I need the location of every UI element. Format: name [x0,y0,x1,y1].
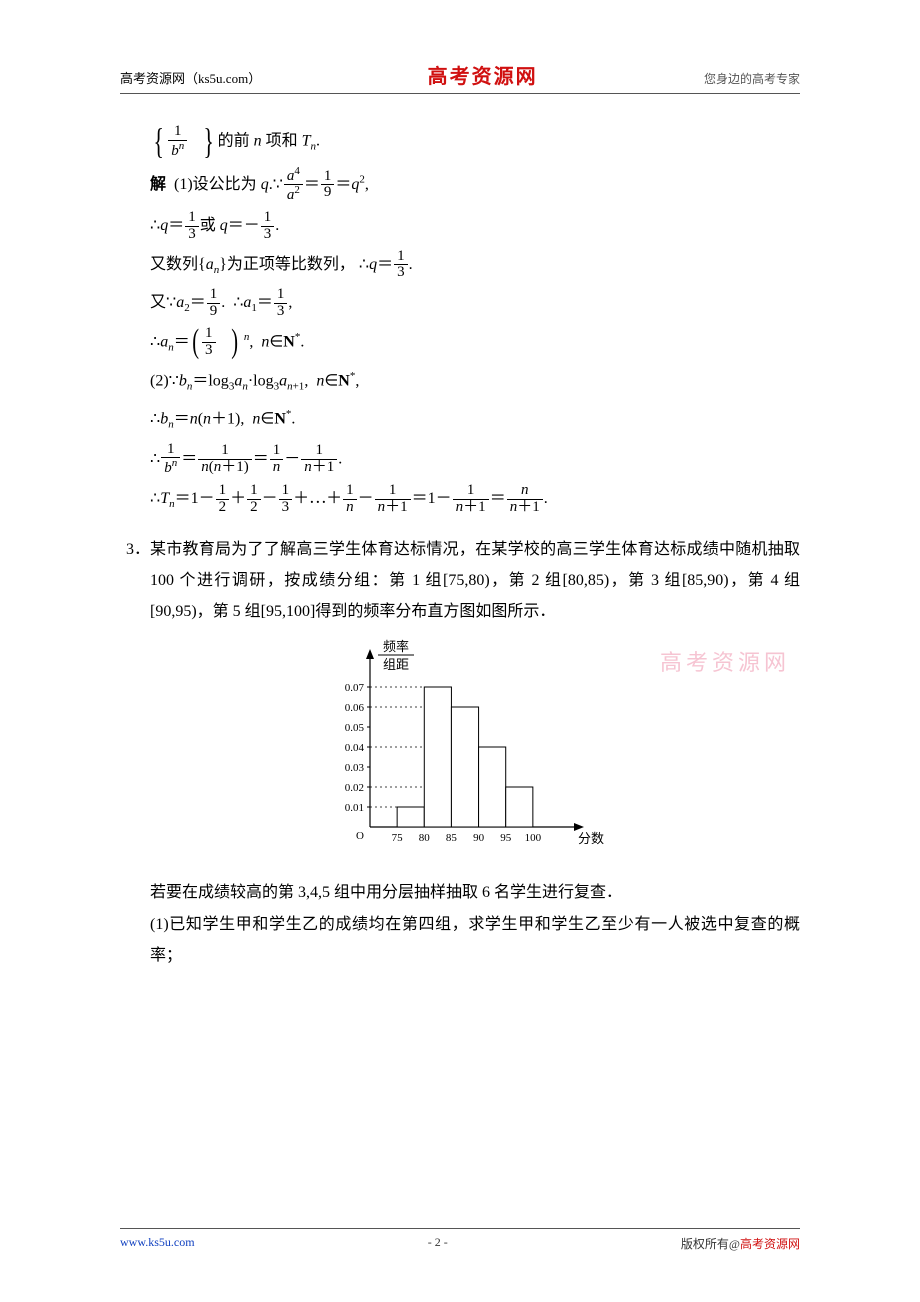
svg-text:90: 90 [473,832,485,844]
math-line-10: ∴Tn＝1－12＋12－13＋⋯＋1n－1n＋1＝1－1n＋1＝nn＋1. [150,483,800,516]
problem-text-2: 若要在成绩较高的第 3,4,5 组中用分层抽样抽取 6 名学生进行复查． [150,877,800,908]
svg-text:组距: 组距 [383,657,409,672]
content-body: {1bn }的前 n 项和 Tn. 解 (1)设公比为 q.∵a4a2＝19＝q… [120,124,800,971]
problem-text-1: 某市教育局为了了解高三学生体育达标情况，在某学校的高三学生体育达标成绩中随机抽取… [150,541,800,620]
problem-text-3: (1)已知学生甲和学生乙的成绩均在第四组，求学生甲和学生乙至少有一人被选中复查的… [150,909,800,971]
problem-3: 3． 某市教育局为了了解高三学生体育达标情况，在某学校的高三学生体育达标成绩中随… [120,534,800,971]
math-line-9: ∴1bn＝1n(n＋1)＝1n－1n＋1. [150,442,800,478]
svg-text:O: O [356,830,364,842]
watermark-text: 高考资源网 [660,641,790,685]
problem-number: 3． [126,534,150,565]
page-header: 高考资源网（ks5u.com） 高考资源网 您身边的高考专家 [120,60,800,94]
svg-text:0.01: 0.01 [345,802,364,814]
svg-text:100: 100 [525,832,542,844]
header-center: 高考资源网 [428,60,538,89]
math-line-8: ∴bn＝n(n＋1), n∈N*. [150,403,800,436]
svg-text:0.07: 0.07 [345,682,365,694]
math-line-4: 又数列{an}为正项等比数列， ∴q＝13. [150,249,800,282]
header-left: 高考资源网（ks5u.com） [120,68,261,87]
svg-text:95: 95 [500,832,512,844]
svg-text:85: 85 [446,832,458,844]
svg-text:80: 80 [419,832,431,844]
svg-text:0.03: 0.03 [345,762,365,774]
footer-page-number: - 2 - [428,1235,448,1252]
math-line-7: (2)∵bn＝log3an·log3an+1, n∈N*, [150,365,800,398]
math-line-1: {1bn }的前 n 项和 Tn. [150,124,800,160]
svg-text:0.05: 0.05 [345,722,365,734]
header-right: 您身边的高考专家 [704,70,800,87]
svg-text:0.06: 0.06 [345,702,365,714]
svg-text:分数: 分数 [578,831,604,846]
math-line-2: 解 (1)设公比为 q.∵a4a2＝19＝q2, [150,166,800,205]
svg-text:0.02: 0.02 [345,782,364,794]
footer-left: www.ks5u.com [120,1235,195,1252]
svg-text:75: 75 [392,832,404,844]
math-line-6: ∴an＝(13 ) n, n∈N*. [150,326,800,359]
svg-text:频率: 频率 [383,639,409,654]
svg-text:0.04: 0.04 [345,742,365,754]
math-line-3: ∴q＝13或 q＝－13. [150,210,800,243]
page-footer: www.ks5u.com - 2 - 版权所有@高考资源网 [120,1228,800,1252]
histogram-chart: 高考资源网 0.01 0.02 0.03 0.04 0.05 0.06 0.07 O 75 80 8… [120,637,800,869]
histogram-svg: 0.01 0.02 0.03 0.04 0.05 0.06 0.07 O 75 80 85 90 95 1… [310,637,610,857]
math-line-5: 又∵a2＝19. ∴a1＝13, [150,287,800,320]
footer-right: 版权所有@高考资源网 [681,1235,800,1252]
